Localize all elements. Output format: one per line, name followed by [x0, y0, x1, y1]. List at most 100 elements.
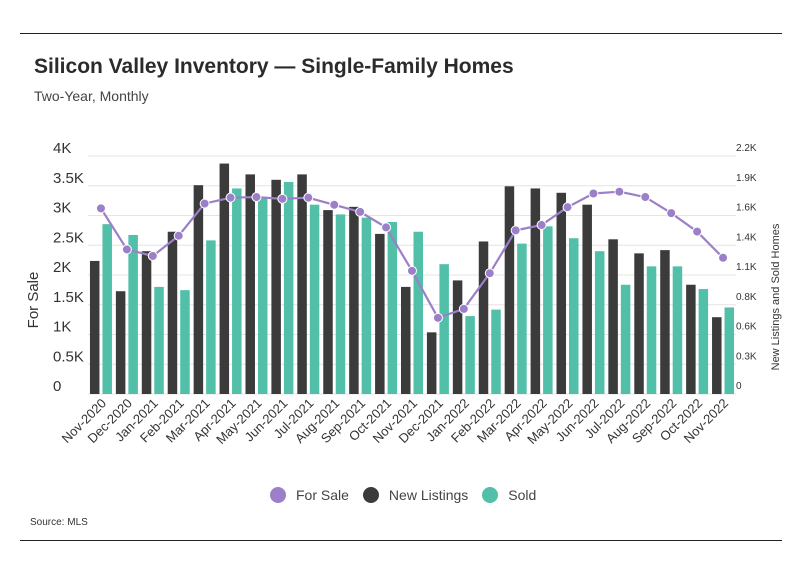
for-sale-swatch — [270, 487, 286, 503]
for-sale-point — [458, 303, 469, 314]
new-listings-bar — [167, 231, 178, 394]
new-listings-bar — [401, 286, 411, 394]
sold-bar — [206, 240, 216, 394]
right-tick-label: 0 — [736, 381, 742, 392]
sold-bar — [154, 286, 164, 394]
left-tick-label: 0 — [53, 378, 61, 395]
for-sale-point — [251, 192, 262, 203]
sold-bar — [517, 243, 527, 394]
right-tick-label: 1.6K — [736, 203, 757, 214]
legend: For Sale New Listings Sold — [270, 487, 550, 503]
sold-bar — [128, 234, 138, 394]
new-listings-bar — [271, 179, 281, 394]
for-sale-point — [432, 312, 443, 323]
right-tick-label: 2.2K — [736, 143, 757, 154]
sold-bar — [724, 307, 735, 394]
sold-bar — [257, 197, 268, 394]
new-listings-bar — [297, 174, 307, 394]
new-listings-bar — [452, 280, 463, 394]
sold-bar — [413, 231, 423, 394]
sold-bar — [439, 264, 449, 394]
sold-bar — [620, 284, 631, 394]
new-listings-bar — [582, 204, 592, 394]
new-listings-bar — [556, 192, 567, 394]
right-tick-label: 1.9K — [736, 173, 757, 184]
legend-label-for-sale: For Sale — [296, 487, 349, 503]
legend-item-new-listings[interactable]: New Listings — [362, 487, 469, 503]
right-axis-label: New Listings and Sold Homes — [770, 223, 782, 370]
sold-bar — [361, 217, 372, 394]
new-listings-bar — [219, 163, 230, 394]
new-listings-bar — [89, 260, 100, 394]
new-listings-bar — [115, 291, 126, 394]
left-tick-label: 1K — [53, 319, 71, 336]
left-tick-label: 3K — [53, 200, 71, 217]
legend-label-sold: Sold — [508, 487, 537, 503]
new-listings-bar — [530, 188, 541, 394]
new-listings-bar — [375, 233, 385, 394]
for-sale-point — [381, 222, 392, 233]
for-sale-point — [355, 206, 366, 217]
new-listings-bar — [426, 332, 437, 394]
for-sale-point — [407, 265, 417, 276]
sold-bars — [102, 181, 735, 394]
for-sale-point — [692, 226, 703, 237]
right-tick-label: 1.1K — [736, 262, 757, 273]
new-listings-bar — [245, 174, 255, 394]
right-tick-label: 0.3K — [736, 351, 757, 362]
left-axis-label: For Sale — [25, 272, 42, 329]
x-axis-ticks: Nov-2020Dec-2020Jan-2021Feb-2021Mar-2021… — [59, 396, 732, 447]
for-sale-point — [562, 202, 573, 213]
new-listings-bar — [712, 317, 722, 394]
top-rule — [20, 33, 782, 34]
sold-bar — [232, 188, 242, 394]
for-sale-point — [614, 186, 625, 197]
for-sale-points — [95, 186, 729, 323]
legend-label-new-listings: New Listings — [388, 487, 469, 503]
new-listings-bar — [634, 253, 644, 394]
new-listings-bar — [686, 284, 696, 394]
sold-bar — [309, 204, 320, 394]
for-sale-point — [329, 199, 340, 210]
new-listings-bar — [349, 206, 359, 394]
sold-bar — [672, 266, 683, 394]
new-listings-bar — [141, 251, 152, 394]
left-tick-label: 2K — [53, 259, 71, 276]
for-sale-point — [510, 225, 521, 236]
sold-bar — [543, 226, 553, 394]
for-sale-point — [225, 192, 236, 203]
for-sale-point — [588, 188, 599, 199]
left-tick-label: 2.5K — [53, 229, 84, 246]
for-sale-point — [303, 192, 314, 203]
right-tick-label: 0.8K — [736, 292, 757, 303]
right-tick-label: 1.4K — [736, 232, 757, 243]
sold-bar — [491, 309, 501, 394]
sold-bar — [698, 289, 709, 394]
legend-item-for-sale[interactable]: For Sale — [270, 487, 349, 503]
for-sale-point — [277, 193, 288, 204]
new-listings-bar — [504, 186, 515, 394]
sold-bar — [283, 181, 294, 394]
sold-swatch — [482, 487, 499, 503]
for-sale-point — [666, 208, 677, 219]
sold-bar — [465, 316, 475, 394]
left-axis-ticks: 0 0.5K 1K 1.5K 2K 2.5K 3K 3.5K 4K — [53, 140, 84, 395]
sold-bar — [387, 221, 398, 394]
sold-bar — [335, 214, 346, 394]
for-sale-point — [718, 252, 729, 263]
new-listings-swatch — [362, 487, 379, 503]
new-listings-bar — [323, 210, 333, 394]
right-axis-ticks: 0 0.3K 0.6K 0.8K 1.1K 1.4K 1.6K 1.9K 2.2K — [736, 143, 757, 392]
legend-item-sold[interactable]: Sold — [482, 487, 536, 503]
for-sale-point — [536, 220, 547, 231]
right-tick-label: 0.6K — [736, 322, 757, 333]
new-listings-bar — [193, 185, 204, 394]
for-sale-point — [95, 203, 106, 214]
for-sale-point — [199, 198, 210, 209]
for-sale-point — [640, 192, 651, 203]
sold-bar — [646, 266, 657, 394]
bottom-rule — [20, 540, 782, 541]
for-sale-point — [484, 268, 495, 279]
new-listings-bar — [478, 241, 489, 394]
